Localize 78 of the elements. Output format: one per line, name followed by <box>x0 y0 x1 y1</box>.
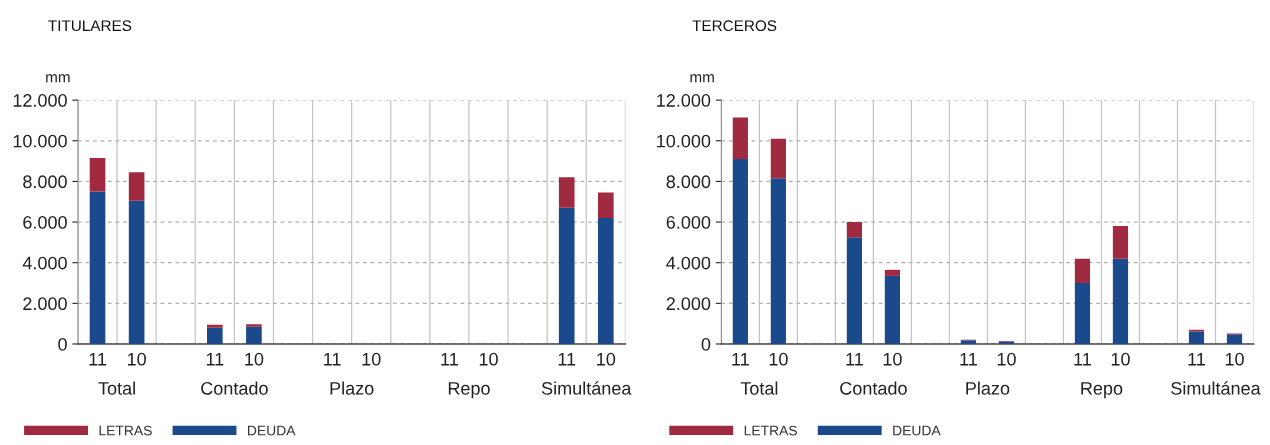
bar <box>770 138 786 179</box>
x-tick-label: 10 <box>997 352 1016 366</box>
x-tick-label: 11 <box>732 352 749 366</box>
chart-title: TITULARES <box>48 20 132 32</box>
text: Total <box>740 381 778 395</box>
bar <box>846 222 862 238</box>
x-tick-label: 10 <box>245 352 264 366</box>
bar <box>884 269 900 276</box>
bar <box>770 178 786 344</box>
bar <box>732 159 748 344</box>
y-tick-label: 10.000 <box>657 134 711 148</box>
legend-label: DEUDA <box>893 425 941 436</box>
x-tick-label: 11 <box>89 352 107 366</box>
x-tick-label: 11 <box>1188 352 1205 366</box>
bar <box>246 324 262 327</box>
y-tick-label: 0 <box>58 337 67 351</box>
text: Plazo <box>330 381 374 395</box>
bar <box>128 200 145 344</box>
bar <box>1188 331 1205 344</box>
bar <box>207 324 223 328</box>
bar <box>732 117 748 160</box>
text: Contado <box>201 381 268 395</box>
bar <box>558 177 575 208</box>
y-tick-label: 4.000 <box>666 256 711 270</box>
y-tick-label: 8.000 <box>23 175 67 189</box>
y-tick-label: 2.000 <box>23 297 67 311</box>
bar <box>1112 226 1129 259</box>
text: Repo <box>1081 382 1123 399</box>
text: Total <box>98 381 135 395</box>
y-tick-label: 8.000 <box>666 175 711 189</box>
bar <box>884 275 900 344</box>
bar <box>1112 258 1129 344</box>
y-tick-label: 10.000 <box>13 134 67 148</box>
x-tick-label: 10 <box>1111 352 1130 366</box>
y-tick-label: 6.000 <box>666 215 711 229</box>
y-tick-label: 12.000 <box>13 94 67 107</box>
x-tick-label: 10 <box>597 352 616 366</box>
x-tick-label: 10 <box>127 352 146 366</box>
x-tick-label: 10 <box>883 352 902 366</box>
text: Simultánea <box>1171 381 1261 395</box>
bar <box>597 217 614 344</box>
chart-title: TERCEROS <box>692 20 777 32</box>
y-axis-title: mm <box>46 74 70 83</box>
text: Contado <box>840 381 907 395</box>
bar <box>207 327 223 344</box>
bar <box>128 172 145 201</box>
y-axis-title: mm <box>690 74 714 83</box>
x-tick-label: 11 <box>846 352 863 366</box>
text: Plazo <box>966 381 1010 395</box>
bar <box>1074 283 1091 344</box>
y-tick-label: 6.000 <box>23 215 67 229</box>
x-tick-label: 10 <box>769 352 788 366</box>
legend-label: DEUDA <box>248 425 296 436</box>
x-tick-label: 11 <box>441 352 458 366</box>
legend-label: LETRAS <box>744 425 798 436</box>
x-tick-label: 10 <box>362 352 381 366</box>
bar <box>1074 258 1091 284</box>
bar <box>558 207 575 344</box>
bar <box>246 326 262 344</box>
legend-label: LETRAS <box>99 425 152 436</box>
x-tick-label: 11 <box>960 352 977 366</box>
bar <box>89 158 106 192</box>
bar <box>846 237 862 344</box>
x-tick-label: 11 <box>206 352 224 366</box>
x-tick-label: 11 <box>558 352 576 366</box>
bar <box>597 192 614 218</box>
y-tick-label: 4.000 <box>22 256 67 270</box>
bar <box>1226 334 1243 344</box>
x-tick-label: 11 <box>324 352 341 366</box>
y-tick-label: 12.000 <box>657 94 711 107</box>
text: Repo <box>448 382 490 399</box>
y-tick-label: 2.000 <box>666 297 711 311</box>
bar <box>89 191 106 344</box>
x-tick-label: 11 <box>1074 352 1091 366</box>
x-tick-label: 10 <box>479 352 498 366</box>
x-tick-label: 10 <box>1225 352 1244 366</box>
y-tick-label: 0 <box>701 337 711 351</box>
text: Simultánea <box>541 381 632 395</box>
